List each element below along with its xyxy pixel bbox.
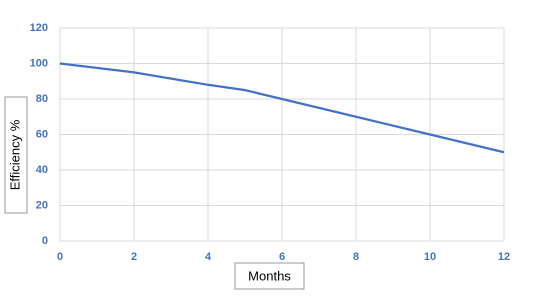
x-label-box <box>234 262 305 290</box>
x-axis-title: Months <box>248 268 291 283</box>
y-tick-label: 80 <box>36 93 48 105</box>
y-tick-label: 40 <box>36 164 48 176</box>
x-tick-label: 12 <box>498 251 510 263</box>
x-tick-label: 8 <box>353 251 359 263</box>
y-axis-title: Efficiency % <box>7 119 22 190</box>
x-tick-label: 6 <box>279 251 285 263</box>
x-tick-label: 2 <box>131 251 137 263</box>
y-tick-label: 0 <box>42 235 48 247</box>
x-tick-label: 0 <box>57 251 63 263</box>
y-tick-label: 120 <box>30 22 48 34</box>
y-tick-label: 60 <box>36 128 48 140</box>
data-line <box>59 62 505 154</box>
x-tick-label: 10 <box>424 251 436 263</box>
x-tick-label: 4 <box>205 251 212 263</box>
y-tick-label: 20 <box>36 199 48 211</box>
y-label-box <box>4 96 28 214</box>
y-tick-label: 100 <box>30 57 48 69</box>
